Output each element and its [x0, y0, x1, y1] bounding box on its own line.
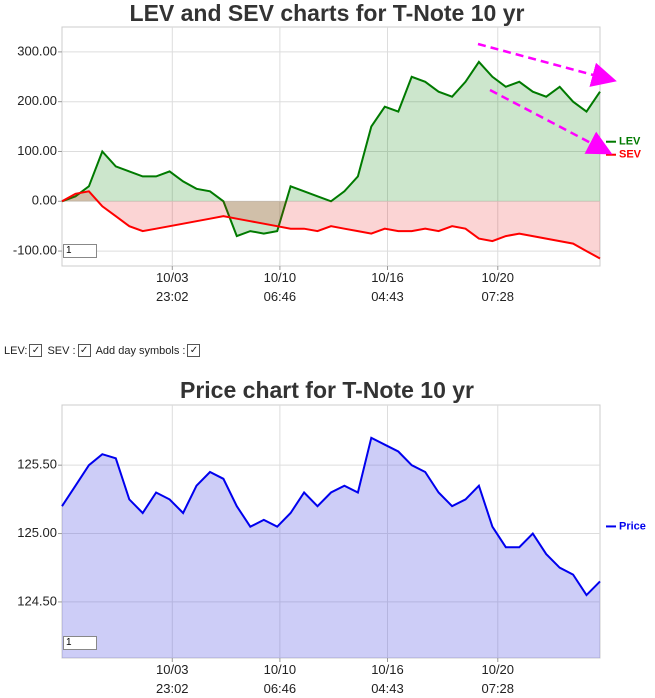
- chart-1: Price chart for T-Note 10 yr 124.50 125.00…: [17, 377, 646, 662]
- trend-arrow: [489, 88, 613, 155]
- x-tick-label: 10/20 07:28: [481, 662, 515, 696]
- y-tick-label: 0.00: [32, 193, 57, 208]
- chart-title: Price chart for T-Note 10 yr: [180, 377, 474, 403]
- legend-label: Price: [619, 520, 646, 532]
- control-label: Add day symbols :: [95, 344, 186, 357]
- line: [61, 190, 601, 260]
- x-tick-label: 10/10 06:46: [263, 270, 297, 304]
- x-tick-label: 10/20 07:28: [481, 270, 515, 304]
- control-label: SEV :: [47, 344, 76, 357]
- line: [61, 436, 601, 597]
- checkbox[interactable]: ✓: [187, 344, 201, 357]
- y-tick-label: 125.00: [17, 525, 57, 540]
- x-tick-label: 10/16 04:43: [371, 662, 404, 696]
- controls: LEV: ✓ SEV : ✓ Add day symbols : ✓: [4, 344, 203, 357]
- area: [62, 437, 600, 658]
- trend-arrow: [477, 42, 617, 87]
- x-tick-label: 10/16 04:43: [371, 270, 404, 304]
- x-tick-label: 10/10 06:46: [263, 662, 297, 696]
- area: [62, 191, 600, 259]
- y-tick-label: 124.50: [17, 593, 57, 608]
- line: [61, 60, 601, 238]
- chart-title: LEV and SEV charts for T-Note 10 yr: [130, 0, 525, 26]
- x-tick-label: 10/03 23:02: [156, 662, 189, 696]
- legend-label: LEV: [619, 136, 641, 148]
- checkbox[interactable]: ✓: [77, 344, 91, 357]
- y-tick-label: 300.00: [17, 43, 57, 58]
- zoom-input[interactable]: 1: [63, 244, 97, 258]
- y-tick-label: -100.00: [13, 243, 57, 258]
- y-tick-label: 100.00: [17, 143, 57, 158]
- zoom-input[interactable]: 1: [63, 636, 97, 650]
- x-tick-label: 10/03 23:02: [156, 270, 189, 304]
- checkbox[interactable]: ✓: [29, 344, 43, 357]
- y-tick-label: 125.50: [17, 457, 57, 472]
- control-label: LEV:: [4, 344, 28, 357]
- chart-0: LEV and SEV charts for T-Note 10 yr -100.…: [13, 0, 642, 270]
- area: [62, 61, 600, 237]
- plot-area: [61, 404, 601, 659]
- legend-label: SEV: [619, 149, 642, 161]
- y-tick-label: 200.00: [17, 93, 57, 108]
